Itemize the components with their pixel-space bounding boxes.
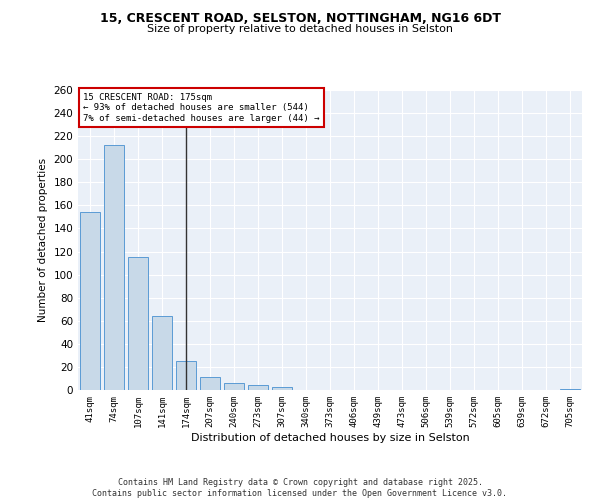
Text: 15 CRESCENT ROAD: 175sqm
← 93% of detached houses are smaller (544)
7% of semi-d: 15 CRESCENT ROAD: 175sqm ← 93% of detach…	[83, 93, 320, 123]
X-axis label: Distribution of detached houses by size in Selston: Distribution of detached houses by size …	[191, 432, 469, 442]
Bar	[128, 258, 148, 390]
Text: Size of property relative to detached houses in Selston: Size of property relative to detached ho…	[147, 24, 453, 34]
Bar	[152, 316, 172, 390]
Bar	[560, 389, 580, 390]
Bar	[104, 146, 124, 390]
Bar	[248, 386, 268, 390]
Bar	[272, 386, 292, 390]
Bar	[176, 361, 196, 390]
Bar	[200, 378, 220, 390]
Bar	[224, 383, 244, 390]
Text: Contains HM Land Registry data © Crown copyright and database right 2025.
Contai: Contains HM Land Registry data © Crown c…	[92, 478, 508, 498]
Y-axis label: Number of detached properties: Number of detached properties	[38, 158, 48, 322]
Text: 15, CRESCENT ROAD, SELSTON, NOTTINGHAM, NG16 6DT: 15, CRESCENT ROAD, SELSTON, NOTTINGHAM, …	[100, 12, 500, 26]
Bar	[80, 212, 100, 390]
